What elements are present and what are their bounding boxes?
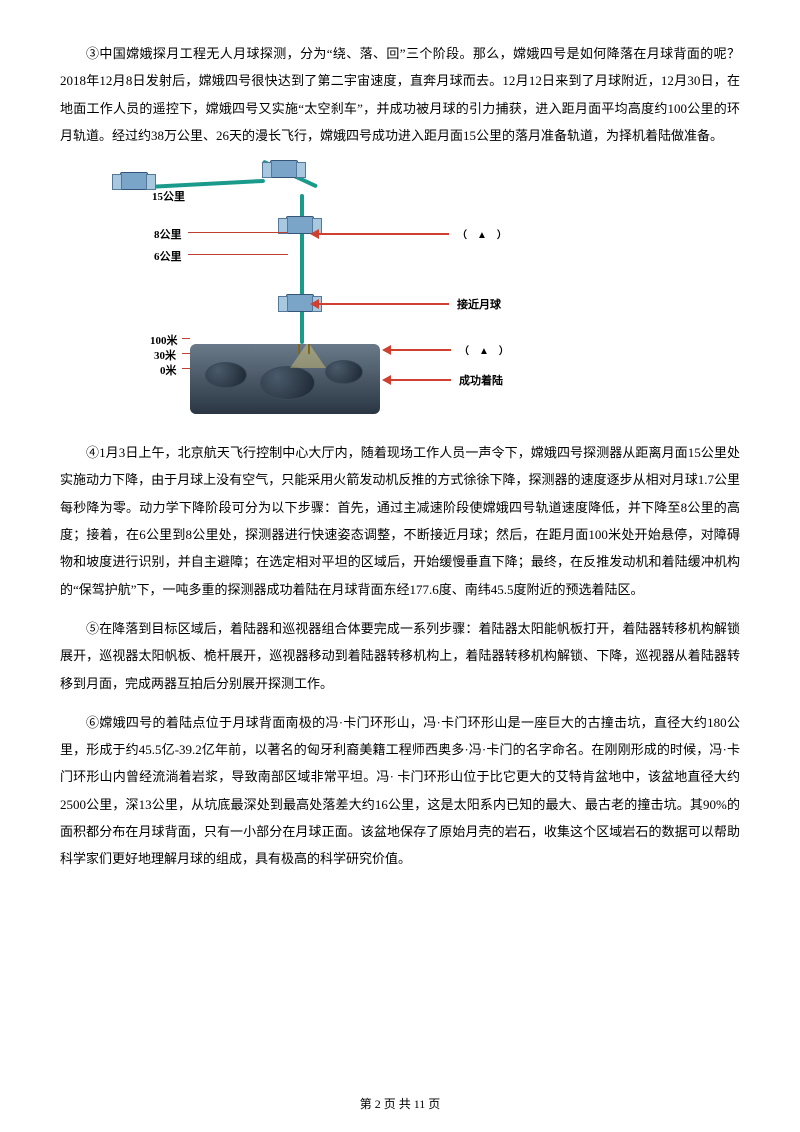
arrow-landed: 成功着陆 [382,372,503,388]
arrow-blank1: （ ▲ ） [310,226,507,241]
label-approach: 接近月球 [457,296,501,312]
lunar-surface [190,344,380,414]
label-15km: 15公里 [152,188,185,204]
paragraph-5: ⑤在降落到目标区域后，着陆器和巡视器组合体要完成一系列步骤：着陆器太阳能帆板打开… [60,615,740,697]
label-6km: 6公里 [154,248,182,264]
paragraph-3: ③中国嫦娥探月工程无人月球探测，分为“绕、落、回”三个阶段。那么，嫦娥四号是如何… [60,40,740,149]
paragraph-6: ⑥嫦娥四号的着陆点位于月球背面南极的冯·卡门环形山，冯·卡门环形山是一座巨大的古… [60,709,740,873]
arrow-approach: 接近月球 [310,296,501,312]
label-landed: 成功着陆 [459,372,503,388]
label-100m: 100米 [150,332,178,348]
sat-top [270,160,298,178]
arrow-blank2: （ ▲ ） [382,342,509,357]
label-8km: 8公里 [154,226,182,242]
paragraph-4: ④1月3日上午，北京航天飞行控制中心大厅内，随着现场工作人员一声令下，嫦娥四号探… [60,439,740,603]
label-blank2: （ ▲ ） [459,342,509,357]
page-footer: 第 2 页 共 11 页 [0,1095,800,1112]
label-0m: 0米 [160,362,177,378]
sat-15km [120,172,148,190]
label-blank1: （ ▲ ） [457,226,507,241]
label-30m: 30米 [154,347,176,363]
descent-diagram: 15公里 8公里 6公里 100米 30米 0米 （ ▲ ） 接近月球 （ ▲ … [100,164,540,424]
